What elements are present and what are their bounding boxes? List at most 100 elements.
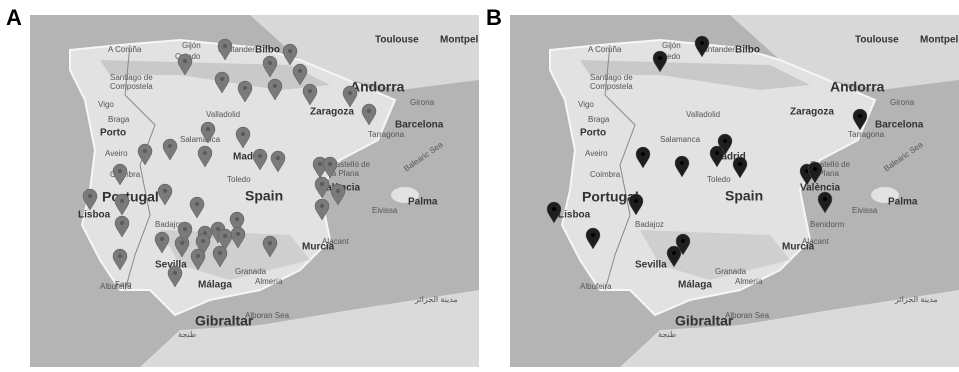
pin-dot: [120, 199, 124, 203]
place-label: A Coruña: [588, 45, 622, 54]
place-label: Alacant: [802, 237, 829, 246]
place-label: Almería: [735, 277, 763, 286]
pin-dot: [206, 127, 210, 131]
place-label: Alboran Sea: [245, 311, 290, 320]
pin-dot: [241, 132, 245, 136]
place-label: طنجة: [178, 330, 196, 339]
place-label: Albufeira: [580, 282, 612, 291]
place-label: Granada: [235, 267, 267, 276]
place-label: Valladolid: [686, 110, 720, 119]
pin-dot: [681, 239, 685, 243]
figure: A A CoruñaGijónOviedoSantanderBilboToulou…: [0, 0, 959, 367]
pin-dot: [858, 114, 862, 118]
page: {"panels": [ {"label": "A", "places": ["…: [0, 0, 959, 367]
pin-dot: [160, 237, 164, 241]
place-label: Alboran Sea: [725, 311, 770, 320]
pin-dot: [641, 152, 645, 156]
place-label: Montpellier: [920, 35, 959, 46]
place-label: مدينة الجزائر: [414, 295, 458, 304]
place-label: Badajoz: [635, 220, 664, 229]
place-label: Porto: [100, 128, 126, 139]
place-label: Coimbra: [590, 170, 621, 179]
place-label: Aveiro: [585, 149, 608, 158]
place-label: Aveiro: [105, 149, 128, 158]
pin-dot: [268, 61, 272, 65]
place-label: Zaragoza: [790, 107, 834, 118]
pin-dot: [336, 189, 340, 193]
pin-dot: [328, 162, 332, 166]
pin-dot: [298, 69, 302, 73]
pin-dot: [658, 56, 662, 60]
pin-dot: [823, 197, 827, 201]
place-label: València: [800, 183, 840, 194]
pin-dot: [118, 169, 122, 173]
place-label: Girona: [410, 98, 435, 107]
pin-dot: [243, 86, 247, 90]
place-label: Andorra: [830, 79, 885, 95]
pin-dot: [738, 162, 742, 166]
place-label: Lisboa: [78, 210, 111, 221]
pin-dot: [320, 204, 324, 208]
pin-dot: [591, 233, 595, 237]
pin-dot: [118, 254, 122, 258]
pin-dot: [680, 161, 684, 165]
pin-dot: [723, 139, 727, 143]
pin-dot: [218, 251, 222, 255]
place-label: Barcelona: [395, 120, 444, 131]
pin-dot: [273, 84, 277, 88]
pin-dot: [183, 59, 187, 63]
place-label: Alacant: [322, 237, 349, 246]
place-label: Andorra: [350, 79, 405, 95]
place-label: Bilbo: [735, 45, 760, 56]
pin-dot: [120, 221, 124, 225]
pin-dot: [672, 251, 676, 255]
pin-dot: [236, 232, 240, 236]
pin-dot: [196, 254, 200, 258]
place-label: Salamanca: [660, 135, 701, 144]
pin-dot: [320, 182, 324, 186]
place-label: Tarragona: [848, 130, 885, 139]
pin-dot: [88, 194, 92, 198]
place-label: Toulouse: [375, 35, 419, 46]
place-label: طنجة: [658, 330, 676, 339]
pin-dot: [183, 227, 187, 231]
pin-dot: [180, 241, 184, 245]
place-label: Palma: [888, 197, 918, 208]
place-label: Toulouse: [855, 35, 899, 46]
place-label: Spain: [725, 188, 763, 204]
place-label: Santiago de: [110, 73, 153, 82]
pin-dot: [201, 239, 205, 243]
panel-label: A: [6, 5, 22, 30]
pin-dot: [634, 199, 638, 203]
pin-dot: [216, 227, 220, 231]
place-label: Salamanca: [180, 135, 221, 144]
place-label: Compostela: [590, 82, 633, 91]
pin-dot: [318, 162, 322, 166]
pin-dot: [367, 109, 371, 113]
pin-dot: [195, 202, 199, 206]
place-label: Sevilla: [635, 260, 667, 271]
place-label: Lisboa: [558, 210, 591, 221]
pin-dot: [173, 271, 177, 275]
place-label: Málaga: [678, 280, 712, 291]
pin-dot: [308, 89, 312, 93]
pin-dot: [143, 149, 147, 153]
pin-dot: [348, 91, 352, 95]
place-label: A Coruña: [108, 45, 142, 54]
pin-dot: [235, 217, 239, 221]
place-label: Spain: [245, 188, 283, 204]
pin-dot: [168, 144, 172, 148]
place-label: Zaragoza: [310, 107, 354, 118]
pin-dot: [268, 241, 272, 245]
place-label: Benidorm: [810, 220, 845, 229]
place-label: Porto: [580, 128, 606, 139]
place-label: Vigo: [578, 100, 594, 109]
place-label: Eivissa: [372, 206, 398, 215]
place-label: Portugal: [102, 189, 159, 205]
place-label: Compostela: [110, 82, 153, 91]
place-label: مدينة الجزائر: [894, 295, 938, 304]
panel-label: B: [486, 5, 502, 30]
place-label: Vigo: [98, 100, 114, 109]
